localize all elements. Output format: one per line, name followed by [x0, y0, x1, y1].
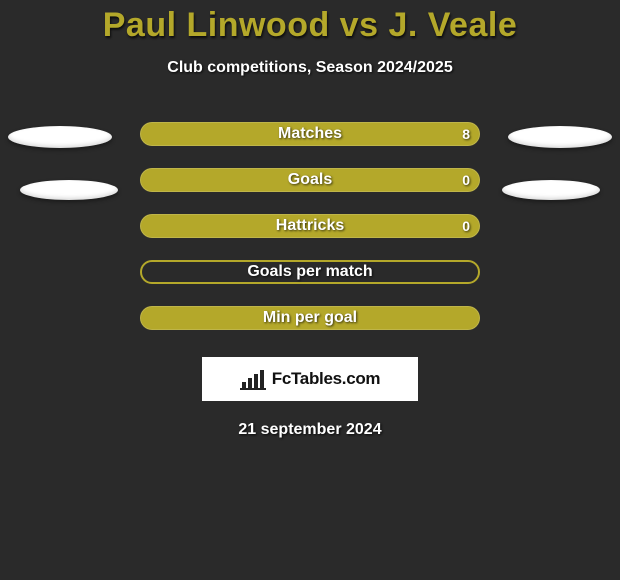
stat-label: Goals per match	[247, 263, 372, 281]
brand-text: FcTables.com	[272, 369, 381, 389]
stat-bar: Goals 0	[140, 168, 480, 192]
stat-row-min-per-goal: Min per goal	[0, 295, 620, 341]
stat-row-hattricks: Hattricks 0	[0, 203, 620, 249]
bar-chart-icon	[240, 368, 266, 390]
stat-bar: Min per goal	[140, 306, 480, 330]
comparison-card: Paul Linwood vs J. Veale Club competitio…	[0, 0, 620, 439]
stat-label: Goals	[288, 171, 332, 189]
page-title: Paul Linwood vs J. Veale	[103, 6, 517, 45]
brand-badge: FcTables.com	[202, 357, 418, 401]
stat-row-goals-per-match: Goals per match	[0, 249, 620, 295]
stat-value: 0	[462, 172, 470, 188]
stat-bar: Hattricks 0	[140, 214, 480, 238]
stat-row-goals: Goals 0	[0, 157, 620, 203]
stat-bar: Goals per match	[140, 260, 480, 284]
stat-row-matches: Matches 8	[0, 111, 620, 157]
stats-table: Matches 8 Goals 0 Hattricks 0 Goals per …	[0, 111, 620, 341]
stat-value: 8	[462, 126, 470, 142]
footer-date: 21 september 2024	[238, 421, 381, 439]
stat-value: 0	[462, 218, 470, 234]
stat-bar: Matches 8	[140, 122, 480, 146]
stat-label: Hattricks	[276, 217, 344, 235]
stat-label: Matches	[278, 125, 342, 143]
stat-label: Min per goal	[263, 309, 357, 327]
page-subtitle: Club competitions, Season 2024/2025	[167, 59, 452, 77]
